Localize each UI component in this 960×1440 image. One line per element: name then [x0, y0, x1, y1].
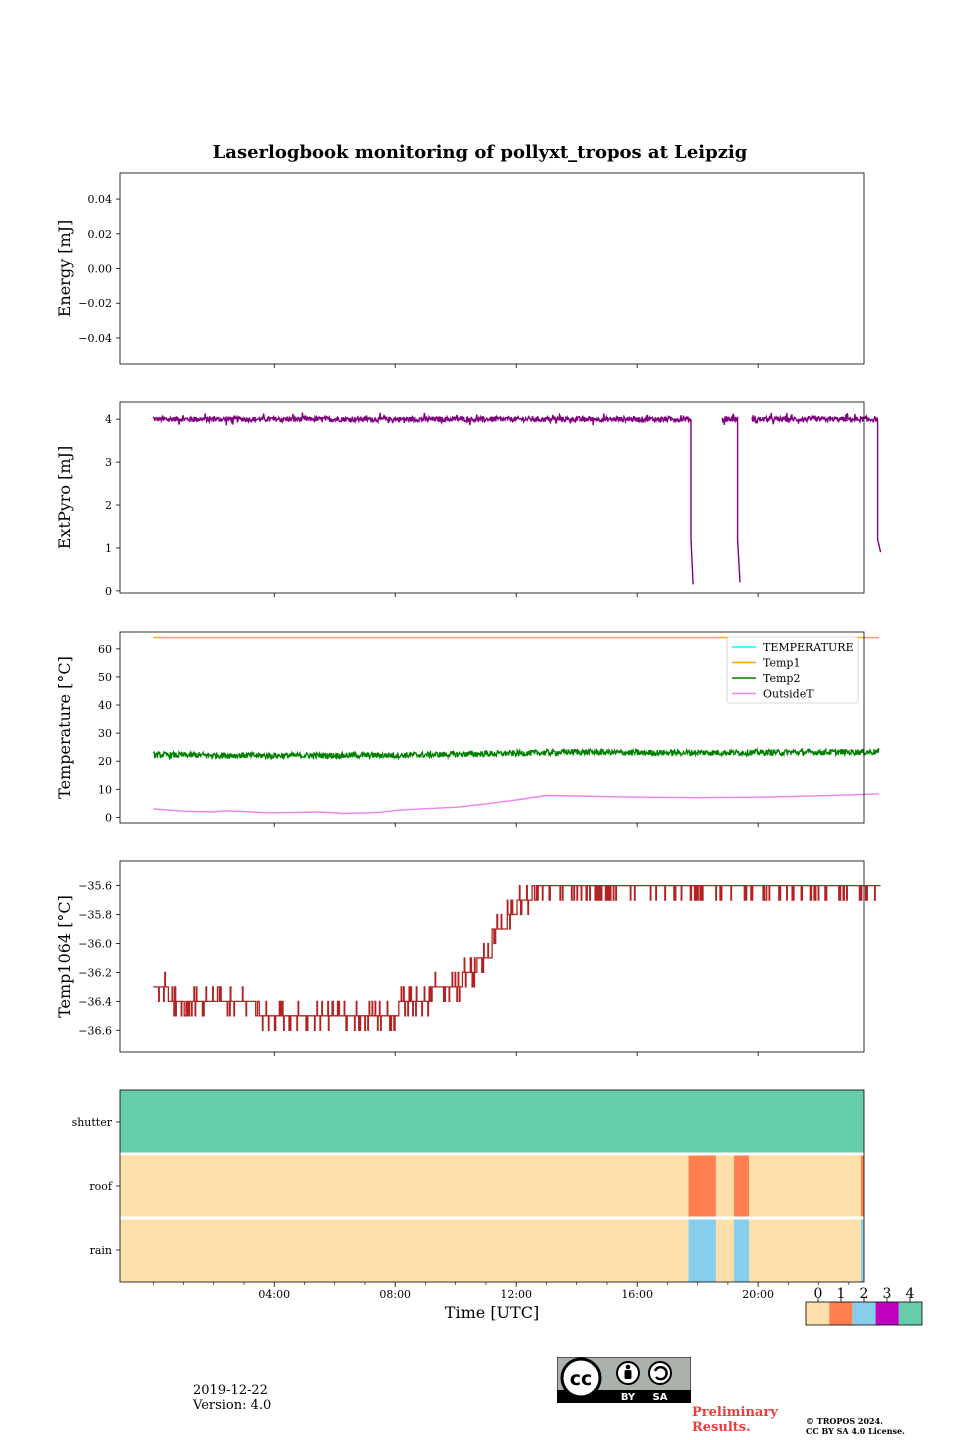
extpyro-line-segment	[152, 412, 694, 585]
xtick-label: 08:00	[379, 1288, 411, 1301]
temperature-ytick-label: 20	[98, 755, 112, 768]
temperature-frame	[119, 631, 865, 824]
temperature-legend: TEMPERATURE Temp1 Temp2 OutsideT	[726, 636, 859, 704]
flag-interval-roof	[733, 1154, 750, 1218]
legend-label-outsidet: OutsideT	[763, 688, 814, 701]
flag-interval-rain	[733, 1218, 750, 1282]
temp1064-line	[153, 884, 881, 1031]
temp1064-ytick-label: −36.6	[78, 1024, 112, 1037]
temperature-ytick-label: 30	[98, 727, 112, 740]
xtick-label: 04:00	[258, 1288, 290, 1301]
extpyro-ylabel: ExtPyro [mJ]	[55, 446, 74, 549]
cc-by-label: BY	[621, 1392, 636, 1403]
panel-energy: 0.04 0.02 0.00 −0.02 −0.04 Energy [mJ]	[55, 172, 865, 368]
temperature-ytick-label: 60	[98, 643, 112, 656]
panel-flags: shutter roof rain 04:00 08:00 12:00 16:00 20:00…	[72, 1089, 923, 1326]
colorbar-tick-label: 0	[814, 1286, 823, 1302]
temp2-line	[153, 747, 880, 761]
temp1064-ytick-label: −36.2	[78, 966, 112, 979]
temperature-ytick-label: 40	[98, 699, 112, 712]
flags-frame	[119, 1089, 865, 1283]
sa-share-arrow	[653, 1365, 668, 1381]
xtick-label: 20:00	[742, 1288, 774, 1301]
extpyro-ytick-label: 0	[105, 585, 112, 598]
extpyro-ytick-label: 1	[105, 542, 112, 555]
flag-row-label-roof: roof	[89, 1180, 113, 1193]
chart-title: Laserlogbook monitoring of pollyxt_tropo…	[213, 142, 748, 163]
temp1064-ytick-label: −35.6	[78, 880, 112, 893]
extpyro-frame	[119, 401, 865, 594]
preliminary-line-2: Results.	[692, 1420, 751, 1435]
temperature-ytick-label: 10	[98, 783, 112, 796]
panel-temp1064: −35.6 −35.8 −36.0 −36.2 −36.4 −36.6 Temp1064 […	[55, 860, 881, 1056]
legend-label-temp1: Temp1	[763, 657, 800, 670]
date-label: 2019-12-22	[193, 1383, 268, 1398]
colorbar-swatch-0	[806, 1302, 830, 1325]
copyright-line-1: © TROPOS 2024.	[806, 1416, 883, 1426]
energy-ytick-label: 0.02	[88, 228, 113, 241]
legend-label-temp2: Temp2	[763, 672, 800, 685]
panel-extpyro: 0 1 2 3 4 ExtPyro [mJ]	[55, 401, 882, 598]
by-person-head	[625, 1364, 631, 1370]
temp1064-frame	[119, 860, 865, 1053]
preliminary-note: Preliminary Results.	[692, 1405, 778, 1435]
flag-interval-rain	[688, 1218, 716, 1282]
energy-frame	[119, 172, 865, 365]
flag-row-roof	[120, 1154, 864, 1218]
x-axis-label: Time [UTC]	[445, 1303, 539, 1322]
flag-interval-roof	[688, 1154, 716, 1218]
flag-interval-roof	[860, 1154, 864, 1218]
colorbar-tick-label: 4	[906, 1286, 915, 1302]
legend-box	[726, 636, 859, 704]
extpyro-ytick-label: 2	[105, 499, 112, 512]
colorbar-tick-label: 2	[860, 1286, 869, 1302]
panel-temperature: 0 10 20 30 40 50 60 Temperature [°C] TEMPERATURE…	[55, 631, 880, 827]
xtick-label: 16:00	[621, 1288, 653, 1301]
colorbar-tick-label: 1	[837, 1286, 846, 1302]
extpyro-line-segment	[751, 412, 882, 553]
xtick-label: 12:00	[500, 1288, 532, 1301]
temp1064-ytick-label: −35.8	[78, 909, 112, 922]
colorbar-swatch-2	[852, 1302, 876, 1325]
energy-ytick-label: 0.00	[88, 263, 113, 276]
flag-interval-rain	[860, 1218, 864, 1282]
legend-label-temperature: TEMPERATURE	[763, 641, 854, 654]
by-person-body	[624, 1370, 632, 1379]
temperature-ytick-label: 0	[105, 811, 112, 824]
colorbar-tick-label: 3	[883, 1286, 892, 1302]
flag-row-label-rain: rain	[90, 1244, 112, 1257]
cc-sa-label: SA	[653, 1392, 668, 1403]
cc-logo-icon	[560, 1357, 602, 1399]
copyright-note: © TROPOS 2024. CC BY SA 4.0 License.	[806, 1416, 905, 1436]
colorbar-swatch-1	[829, 1302, 853, 1325]
temperature-ytick-label: 50	[98, 671, 112, 684]
colorbar-swatch-4	[898, 1302, 922, 1325]
extpyro-line-segment	[721, 413, 741, 583]
outsidet-line	[153, 793, 880, 815]
copyright-line-2: CC BY SA 4.0 License.	[806, 1426, 905, 1436]
flag-row-rain	[120, 1218, 864, 1282]
energy-ytick-label: −0.02	[78, 297, 112, 310]
energy-ytick-label: 0.04	[88, 193, 113, 206]
preliminary-line-1: Preliminary	[692, 1405, 778, 1420]
flag-row-shutter	[120, 1090, 864, 1154]
cc-by-sa-badge: cc BY SA	[557, 1357, 691, 1403]
energy-ylabel: Energy [mJ]	[55, 220, 74, 318]
extpyro-ytick-label: 3	[105, 456, 112, 469]
temp1064-ylabel: Temp1064 [°C]	[55, 895, 74, 1018]
temperature-ylabel: Temperature [°C]	[55, 656, 74, 799]
flag-row-label-shutter: shutter	[72, 1116, 113, 1129]
version-label: Version: 4.0	[193, 1398, 272, 1413]
colorbar-swatch-3	[875, 1302, 899, 1325]
energy-ytick-label: −0.04	[78, 332, 112, 345]
temp1064-ytick-label: −36.4	[78, 995, 112, 1008]
cc-logo-text: cc	[570, 1368, 593, 1390]
extpyro-ytick-label: 4	[105, 413, 112, 426]
temp1064-ytick-label: −36.0	[78, 937, 112, 950]
